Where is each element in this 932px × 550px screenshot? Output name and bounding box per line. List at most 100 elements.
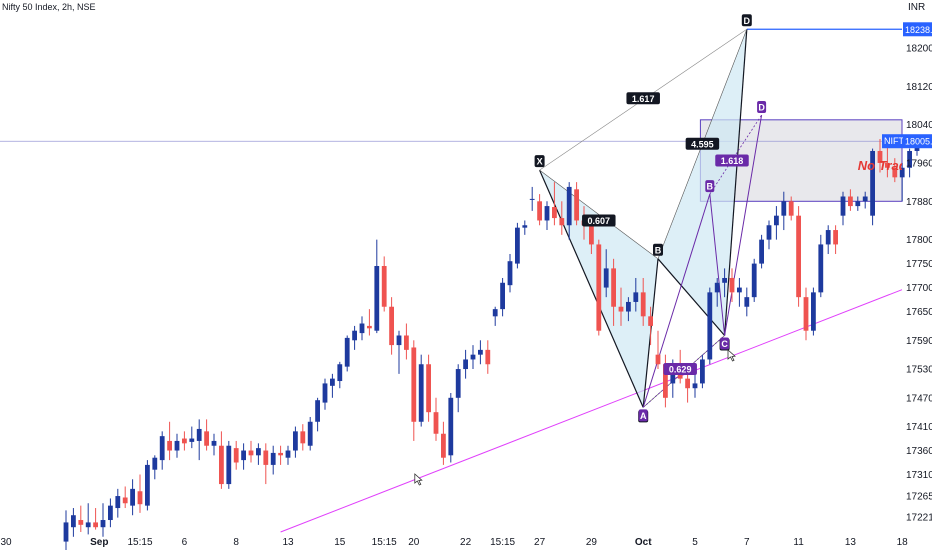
candle [85, 503, 91, 535]
candle [374, 239, 380, 334]
purple-point-d: D [757, 101, 767, 114]
candle-body [885, 162, 890, 168]
candle-body [670, 369, 676, 384]
candle-body [196, 428, 202, 441]
candle-body [470, 354, 476, 360]
y-tick-label: 17590.00 [906, 336, 932, 347]
purple-point-c: C [720, 337, 730, 350]
candle-body [352, 330, 357, 341]
y-tick-label: 17265.00 [906, 492, 932, 503]
candle-body [78, 520, 84, 525]
purple-point-a-text: A [640, 411, 647, 421]
purple-point-d-text: D [758, 103, 765, 113]
candle [182, 431, 187, 451]
candle [189, 426, 195, 449]
purple-leg-ab [642, 193, 711, 408]
candle [529, 186, 535, 211]
y-tick-label: 18120.00 [906, 82, 932, 93]
y-tick-label: 17960.00 [906, 158, 932, 169]
harmonic-ratio-4-595-bg [685, 137, 720, 150]
harmonic-leg-bc [657, 258, 726, 336]
x-tick-label: 11 [793, 537, 804, 548]
candle-body [100, 520, 106, 528]
candle-body [381, 266, 387, 307]
candle-body [729, 277, 735, 293]
purple-point-b: B [705, 180, 715, 193]
candle [611, 258, 616, 326]
candle-body [663, 364, 668, 398]
candle-body [862, 196, 868, 202]
no-trading-label: No Trading [858, 158, 926, 173]
candle [219, 431, 224, 489]
candle-body [537, 201, 542, 221]
harmonic-point-b-text: B [655, 245, 662, 255]
candle-body [559, 218, 565, 226]
harmonic-ratio-1-617: 1.617 [626, 92, 660, 105]
candle [300, 424, 306, 451]
candle-body [870, 150, 875, 216]
candle [848, 189, 853, 211]
candle-body [485, 349, 491, 365]
candle [633, 277, 639, 312]
candle-body [441, 433, 446, 458]
candle [418, 354, 424, 427]
candle-body [137, 491, 143, 505]
candle-body [818, 244, 824, 293]
candle [766, 220, 772, 250]
x-tick-label: 7 [744, 537, 750, 548]
candle [596, 239, 602, 336]
candle [448, 393, 454, 463]
candle [700, 354, 705, 389]
candle-body [330, 378, 335, 386]
candle [737, 277, 742, 307]
candle [278, 445, 283, 465]
candle [811, 287, 816, 336]
purple-point-b-text: B [707, 182, 714, 192]
x-tick-label: 15 [334, 537, 346, 548]
candle-body [256, 448, 261, 456]
candle-body [596, 244, 602, 331]
candle [233, 440, 239, 470]
harmonic-leg-cd [724, 29, 748, 336]
candle-body [788, 201, 794, 216]
harmonic-leg-xa [539, 169, 644, 408]
candle [455, 364, 461, 413]
candle [663, 354, 668, 408]
bcd-triangle [658, 29, 747, 336]
harmonic-ratio-1-617-text: 1.617 [632, 94, 655, 104]
candle-body [655, 354, 661, 365]
candle-body [145, 464, 150, 506]
candle-body [433, 412, 439, 434]
candle-body [71, 515, 76, 528]
purple-ratio-0-629: 0.629 [663, 363, 697, 376]
candle [892, 158, 898, 183]
purple-point-b-bg [705, 180, 715, 193]
candles-layer [63, 138, 920, 550]
zone-layer [0, 28, 903, 202]
candle [707, 287, 713, 365]
candle [152, 455, 158, 480]
candle [204, 419, 209, 451]
candle [825, 225, 831, 255]
y-tick-label: 17800.00 [906, 235, 932, 246]
y-axis-unit: INR [908, 2, 925, 13]
x-tick-label: 13 [282, 537, 294, 548]
candle-body [389, 306, 394, 346]
last-price-symbol: NIFTY [884, 136, 910, 146]
x-tick-label: 5 [692, 537, 698, 548]
candle [71, 508, 76, 537]
candle [744, 287, 750, 317]
candle [315, 397, 320, 432]
candle-body [130, 488, 135, 506]
candle-body [892, 167, 898, 178]
candle [485, 340, 491, 374]
candle [840, 191, 846, 226]
candle-body [685, 378, 690, 389]
cursor-hand-icon-shape [727, 349, 736, 362]
candle-body [204, 431, 209, 446]
candle [692, 373, 698, 398]
candle-body [337, 364, 343, 382]
